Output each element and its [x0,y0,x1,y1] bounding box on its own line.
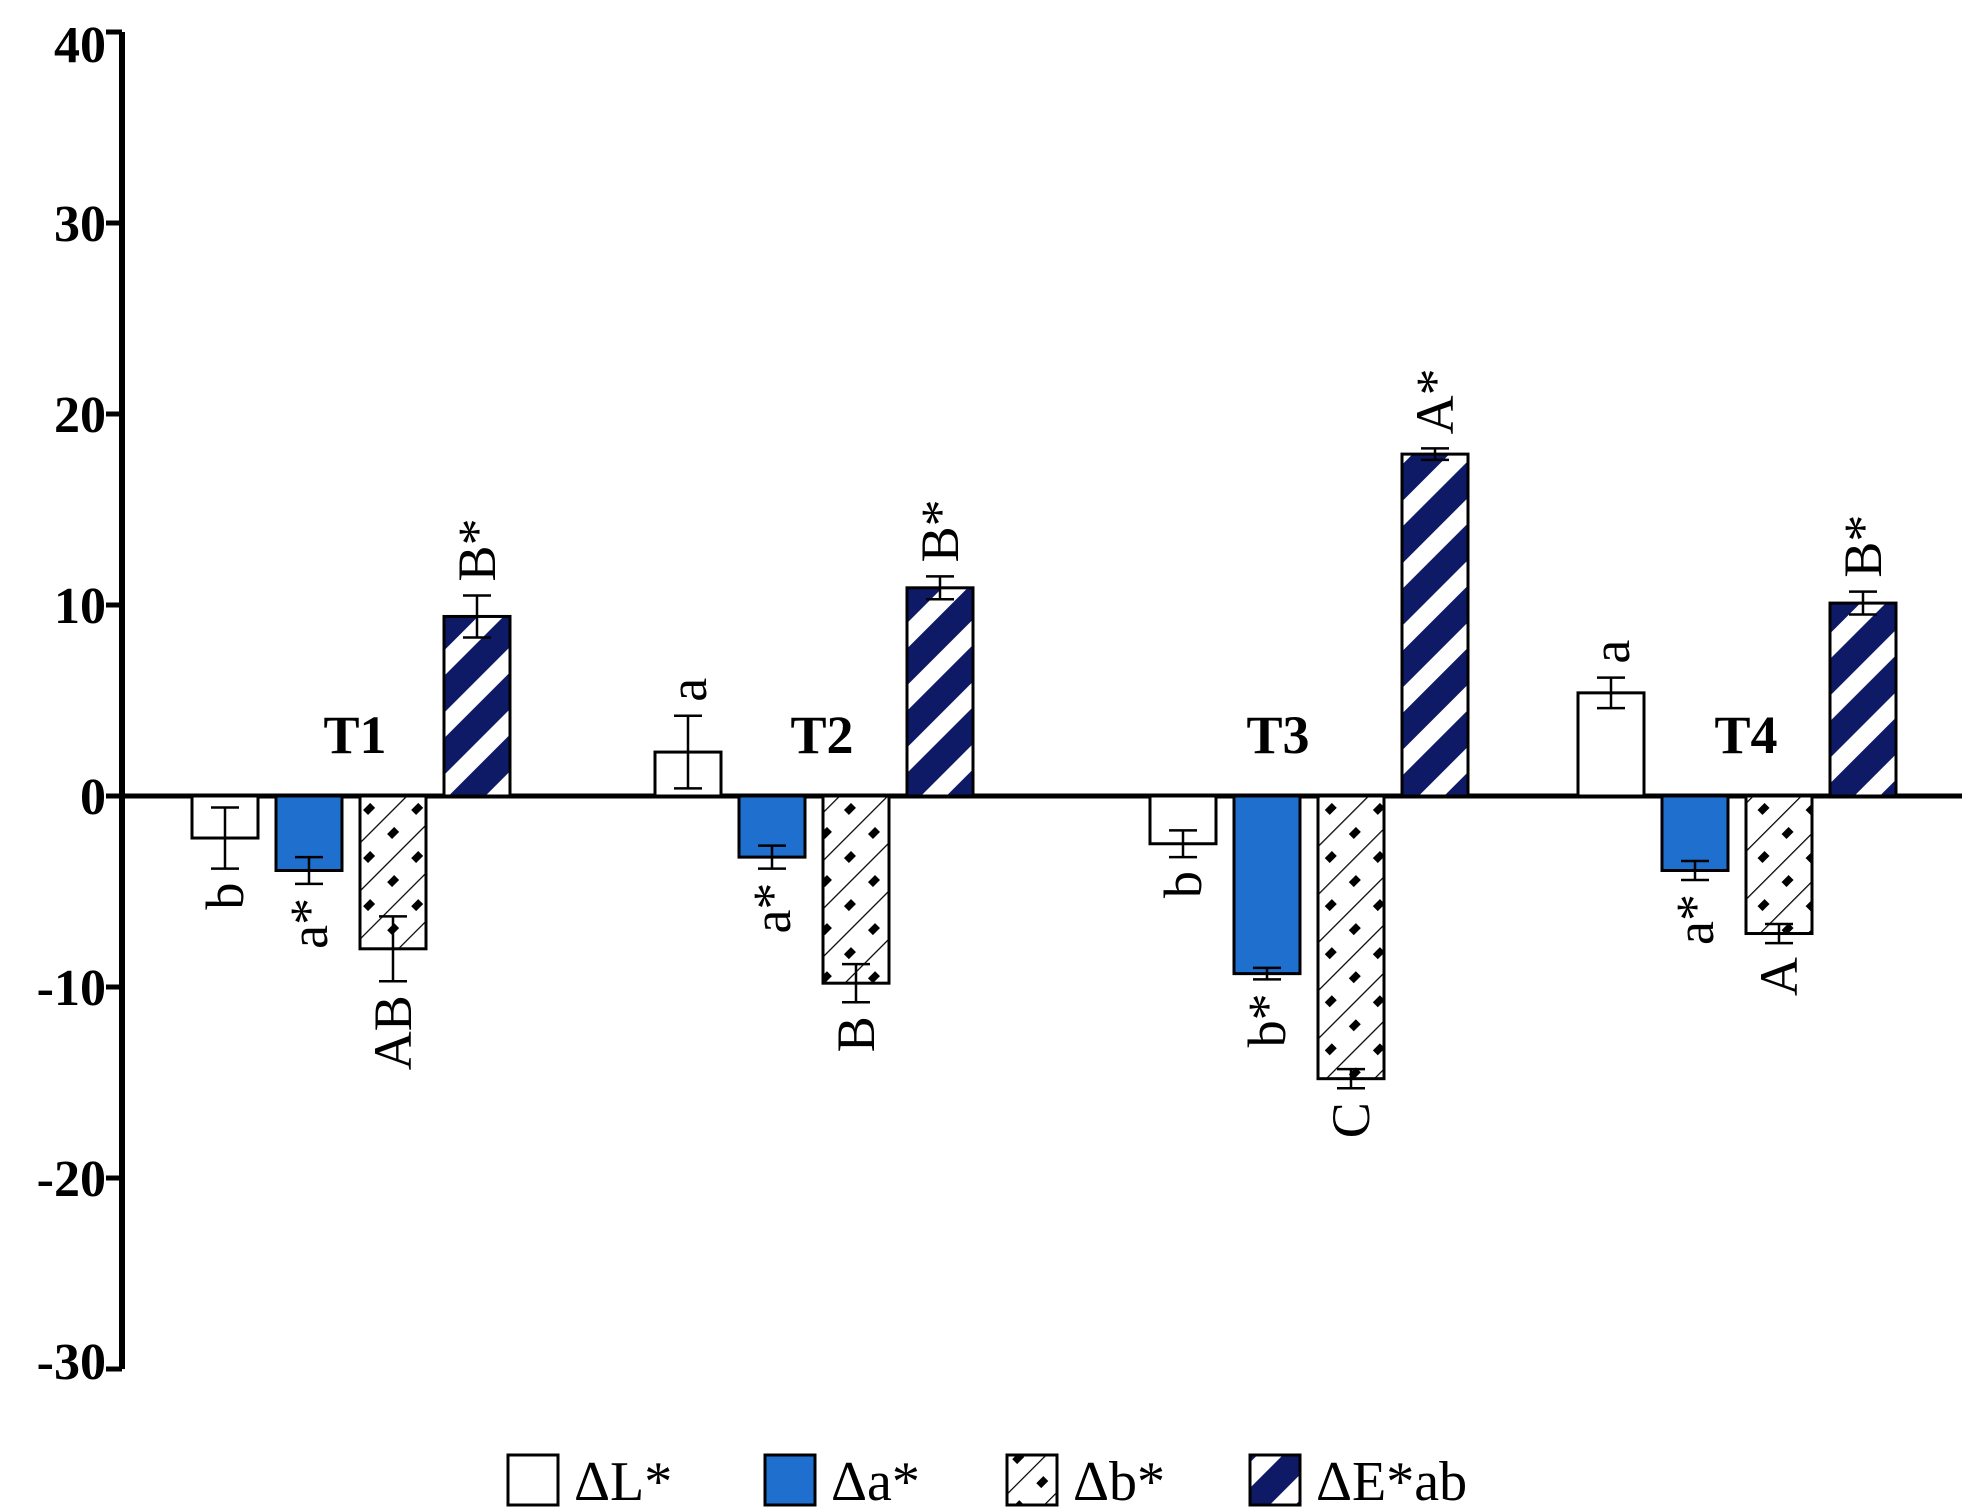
legend: ΔL* Δa* Δb* ΔE*ab [506,1451,1467,1511]
significance-label: b [1153,871,1213,898]
legend-label: ΔL* [574,1451,672,1511]
bar [1744,794,1814,936]
significance-label: a* [1665,894,1725,945]
bar [1828,601,1898,798]
bar [905,586,975,798]
significance-label: B [826,1016,886,1052]
legend-swatch [763,1453,817,1507]
bar [1660,794,1730,872]
significance-label: b [195,883,255,910]
significance-label: a* [742,883,802,934]
y-tick-label: -10 [37,960,106,1017]
significance-label: a [658,678,718,702]
legend-swatch [506,1453,560,1507]
y-tick-label: 0 [80,769,106,826]
significance-label: A* [1405,368,1465,434]
significance-label: a* [279,898,339,949]
significance-label: AB [363,995,423,1070]
significance-label: A [1749,957,1809,996]
significance-label: B* [1833,515,1893,578]
legend-label: Δa* [831,1451,920,1511]
group-label: T1 [323,705,386,765]
bar [1232,794,1302,976]
bar [1576,691,1646,798]
y-tick-label: 40 [54,17,106,74]
axes: 40 30 20 10 0 -10 -20 -30 [37,17,1962,1391]
bar [442,614,512,798]
y-tick-label: 30 [54,196,106,253]
group-label: T2 [790,705,853,765]
y-tick-label: -20 [37,1151,106,1208]
bar [1400,452,1470,798]
bar [1316,794,1386,1081]
y-tick-label: 10 [54,578,106,635]
legend-label: Δb* [1073,1451,1165,1511]
legend-swatch [1005,1453,1059,1507]
significance-label: B* [447,518,507,581]
bars [190,447,1898,1090]
legend-swatch [1248,1453,1302,1507]
y-tick-label: -30 [37,1334,106,1391]
group-label: T4 [1714,705,1777,765]
bar [358,794,428,951]
significance-label: a [1581,640,1641,664]
group-label: T3 [1246,705,1309,765]
labels: b a b a a* a* b* a* AB B C A B* B* A* B* T1 T2 T3 T4 [195,368,1893,1138]
bar [821,794,891,985]
significance-label: C [1321,1102,1381,1138]
y-tick-label: 20 [54,387,106,444]
significance-label: b* [1237,993,1297,1047]
legend-label: ΔE*ab [1316,1451,1467,1511]
significance-label: B* [910,499,970,562]
